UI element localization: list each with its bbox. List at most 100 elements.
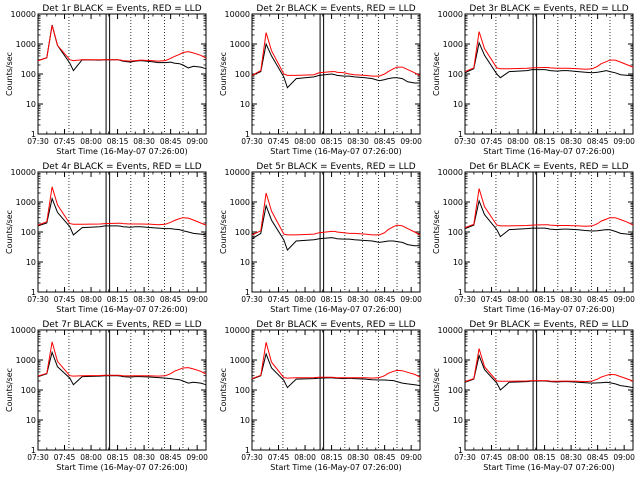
x-tick-label: 07:45 xyxy=(268,453,290,462)
x-tick-label: 08:45 xyxy=(160,453,182,462)
x-tick-label: 07:30 xyxy=(241,137,263,146)
series-line-events xyxy=(464,199,634,238)
y-tick-label: 1 xyxy=(245,446,250,455)
y-tick-label: 10 xyxy=(240,416,250,425)
series-line-lld xyxy=(464,188,634,229)
x-tick-label: 08:15 xyxy=(534,453,556,462)
y-tick-label: 100 xyxy=(448,228,463,237)
y-tick-label: 10000 xyxy=(11,10,36,19)
y-tick-label: 10000 xyxy=(11,326,36,335)
y-axis-label: Counts/sec xyxy=(5,368,14,412)
x-tick-label: 08:30 xyxy=(560,295,582,304)
y-tick-label: 1 xyxy=(458,288,463,297)
x-tick-label: 08:30 xyxy=(560,453,582,462)
series-line-events xyxy=(251,352,421,389)
x-tick-label: 08:45 xyxy=(587,295,609,304)
x-tick-label: 08:45 xyxy=(374,137,396,146)
y-tick-label: 1000 xyxy=(16,198,36,207)
x-tick-label: 07:45 xyxy=(268,137,290,146)
x-tick-label: 08:15 xyxy=(107,453,129,462)
y-tick-label: 1 xyxy=(245,288,250,297)
y-axis-label: Counts/sec xyxy=(219,368,228,412)
y-tick-label: 10 xyxy=(26,100,36,109)
plot-frame xyxy=(464,13,634,135)
plot-frame xyxy=(464,329,634,451)
x-tick-label: 08:00 xyxy=(294,295,316,304)
panel-title: Det 4r BLACK = Events, RED = LLD xyxy=(42,162,201,172)
series-line-events xyxy=(251,203,420,252)
panel-title: Det 1r BLACK = Events, RED = LLD xyxy=(42,4,201,14)
x-tick-label: 07:30 xyxy=(454,453,476,462)
x-tick-label: 08:45 xyxy=(374,295,396,304)
x-tick-label: 09:00 xyxy=(613,137,635,146)
x-tick-label: 08:15 xyxy=(321,137,343,146)
plot-frame xyxy=(37,171,207,293)
y-tick-label: 10 xyxy=(240,100,250,109)
y-tick-label: 1000 xyxy=(443,198,463,207)
y-tick-label: 100 xyxy=(21,228,36,237)
series-line-lld xyxy=(37,186,207,226)
y-tick-label: 10 xyxy=(453,416,463,425)
x-tick-label: 08:00 xyxy=(294,137,316,146)
y-tick-label: 1 xyxy=(31,446,36,455)
series-line-events xyxy=(37,196,207,236)
x-tick-label: 08:00 xyxy=(507,295,529,304)
x-tick-label: 07:45 xyxy=(268,295,290,304)
x-tick-label: 09:00 xyxy=(613,453,635,462)
x-tick-label: 08:45 xyxy=(374,453,396,462)
y-tick-label: 100 xyxy=(235,70,250,79)
x-tick-label: 08:00 xyxy=(507,137,529,146)
y-tick-label: 100 xyxy=(235,386,250,395)
x-tick-label: 07:30 xyxy=(27,137,49,146)
plot-frame xyxy=(251,329,421,451)
x-tick-label: 08:00 xyxy=(80,137,102,146)
x-axis-label: Start Time (16-May-07 07:26:00) xyxy=(270,147,401,156)
y-tick-label: 1000 xyxy=(443,356,463,365)
x-tick-label: 09:00 xyxy=(186,453,208,462)
series-line-lld xyxy=(464,31,634,73)
x-tick-label: 08:15 xyxy=(321,453,343,462)
panel-title: Det 6r BLACK = Events, RED = LLD xyxy=(469,162,628,172)
y-tick-label: 1000 xyxy=(16,40,36,49)
x-tick-label: 07:30 xyxy=(454,137,476,146)
x-tick-label: 08:45 xyxy=(160,137,182,146)
x-tick-label: 08:00 xyxy=(80,295,102,304)
detector-panel-9: Det 9r BLACK = Events, RED = LLD 1 10 100 10… xyxy=(432,320,635,472)
y-tick-label: 1 xyxy=(458,130,463,139)
x-tick-label: 08:00 xyxy=(507,453,529,462)
y-axis-label: Counts/sec xyxy=(219,52,228,96)
y-tick-label: 10000 xyxy=(225,168,250,177)
panel-title: Det 9r BLACK = Events, RED = LLD xyxy=(469,320,628,330)
x-axis-label: Start Time (16-May-07 07:26:00) xyxy=(483,463,614,472)
x-tick-label: 09:00 xyxy=(613,295,635,304)
x-tick-label: 08:30 xyxy=(133,453,155,462)
plot-frame xyxy=(37,13,207,135)
panel-title: Det 2r BLACK = Events, RED = LLD xyxy=(256,4,415,14)
y-tick-label: 10000 xyxy=(438,326,463,335)
panel-title: Det 3r BLACK = Events, RED = LLD xyxy=(469,4,628,14)
x-tick-label: 08:30 xyxy=(347,453,369,462)
detector-panel-7: Det 7r BLACK = Events, RED = LLD 1 10 100 10… xyxy=(5,320,208,472)
series-line-events xyxy=(251,42,420,89)
detector-panel-4: Det 4r BLACK = Events, RED = LLD 1 10 100 10… xyxy=(5,162,208,314)
y-axis-label: Counts/sec xyxy=(5,210,14,254)
series-line-lld xyxy=(251,32,421,77)
x-tick-label: 07:30 xyxy=(27,295,49,304)
x-tick-label: 09:00 xyxy=(186,295,208,304)
y-tick-label: 100 xyxy=(21,70,36,79)
x-tick-label: 09:00 xyxy=(400,295,422,304)
x-tick-label: 07:30 xyxy=(241,295,263,304)
x-tick-label: 09:00 xyxy=(186,137,208,146)
plot-frame xyxy=(37,329,207,451)
x-tick-label: 08:15 xyxy=(534,137,556,146)
detector-panel-5: Det 5r BLACK = Events, RED = LLD 1 10 100 10… xyxy=(219,162,422,314)
y-axis-label: Counts/sec xyxy=(432,52,441,96)
x-axis-label: Start Time (16-May-07 07:26:00) xyxy=(56,463,187,472)
y-tick-label: 1000 xyxy=(16,356,36,365)
x-tick-label: 07:30 xyxy=(241,453,263,462)
y-tick-label: 100 xyxy=(448,70,463,79)
y-tick-label: 10000 xyxy=(225,326,250,335)
y-axis-label: Counts/sec xyxy=(432,210,441,254)
y-tick-label: 1000 xyxy=(230,198,250,207)
plot-frame xyxy=(464,171,634,293)
